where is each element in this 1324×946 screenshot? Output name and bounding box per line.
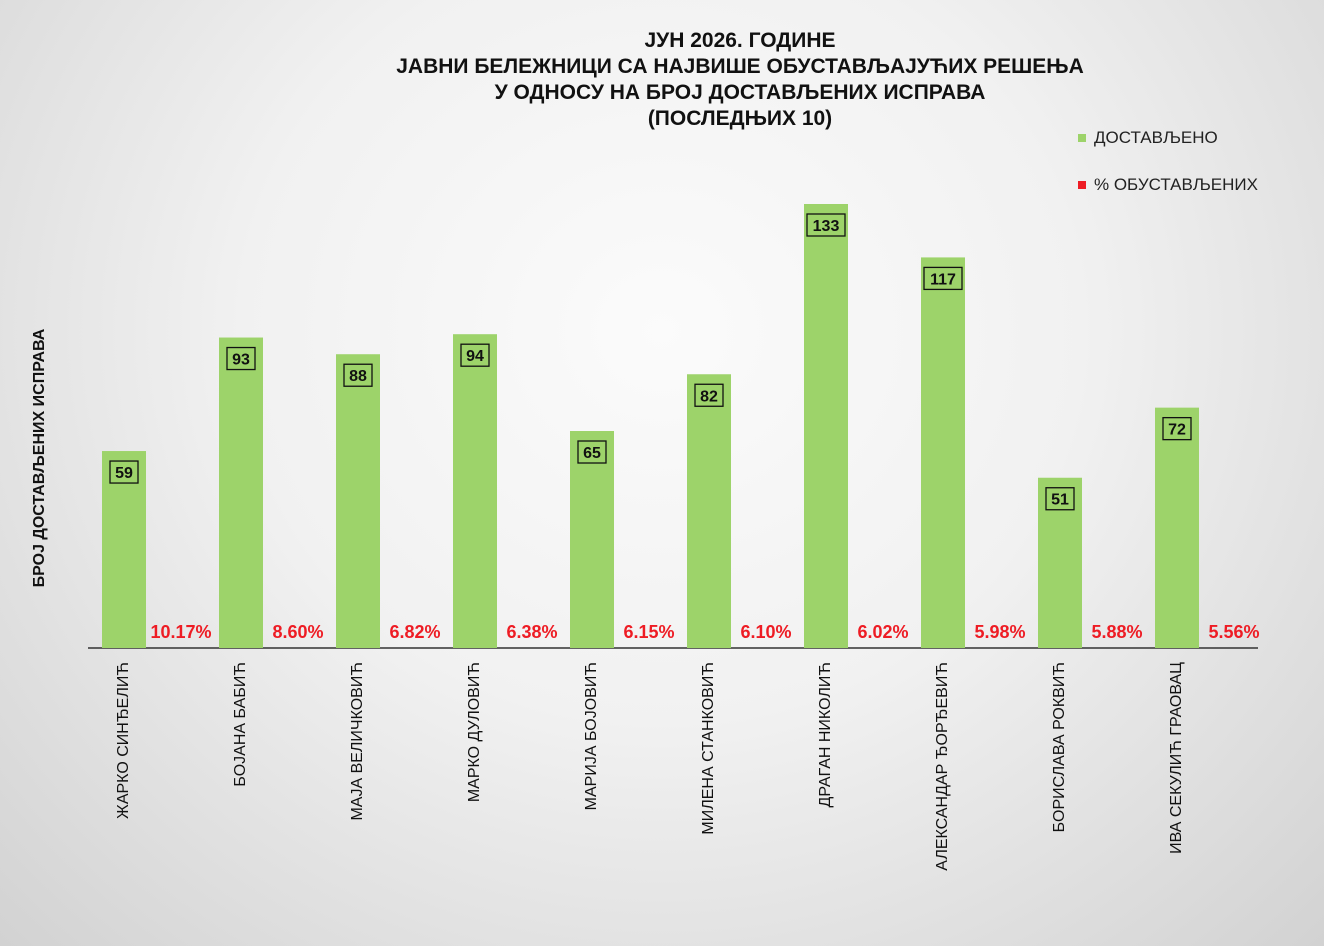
bar-data-label-box: [109, 460, 139, 484]
chart-title: ЈУН 2026. ГОДИНЕ ЈАВНИ БЕЛЕЖНИЦИ СА НАЈВ…: [280, 28, 1200, 132]
category-tick-label: ИВА СЕКУЛИЋ ГРАОВАЦ: [1168, 662, 1185, 854]
category-tick-label: БОЈАНА БАБИЋ: [232, 662, 249, 787]
percent-data-label: 5.98%: [974, 622, 1025, 642]
percent-data-label: 10.17%: [150, 622, 211, 642]
category-tick-label: МАЈА ВЕЛИЧКОВИЋ: [349, 662, 366, 821]
bar-data-label-box: [1045, 487, 1075, 511]
percent-data-label: 5.88%: [1091, 622, 1142, 642]
bar-data-label: 59: [115, 465, 133, 482]
legend-swatch-suspended: [1078, 181, 1086, 189]
bar-data-label-box: [343, 363, 373, 387]
bar-data-label-box: [460, 343, 490, 367]
bar-data-label: 72: [1168, 422, 1186, 439]
bar-data-label: 117: [930, 271, 956, 288]
bar-data-label: 65: [583, 445, 601, 462]
bar-data-label: 88: [349, 368, 367, 385]
chart-title-line-4: (ПОСЛЕДЊИХ 10): [647, 107, 833, 130]
legend-swatch-delivered: [1078, 134, 1086, 142]
category-tick-label: МАРИЈА БОЈОВИЋ: [583, 662, 600, 810]
bar-delivered: [219, 337, 263, 648]
category-tick-label: МАРКО ДУЛОВИЋ: [466, 662, 483, 802]
percent-data-label: 6.82%: [389, 622, 440, 642]
category-tick-label: БОРИСЛАВА РОКВИЋ: [1051, 662, 1068, 832]
bar-data-label-box: [577, 440, 607, 464]
legend-item-suspended: % ОБУСТАВЉЕНИХ: [1078, 173, 1258, 197]
bar-delivered: [687, 374, 731, 648]
bar-data-label-box: [226, 346, 256, 371]
percent-data-label: 6.38%: [506, 622, 557, 642]
legend-item-delivered: ДОСТАВЉЕНО: [1078, 126, 1258, 150]
legend-label-suspended: % ОБУСТАВЉЕНИХ: [1094, 175, 1258, 194]
bar-data-label-box: [806, 213, 846, 237]
bar-delivered: [336, 354, 380, 648]
bar-delivered: [921, 257, 965, 648]
chart-title-line-1: ЈУН 2026. ГОДИНЕ: [644, 29, 836, 52]
bar-data-label-box: [1162, 416, 1192, 441]
bar-data-label: 82: [700, 388, 718, 405]
percent-data-label: 6.15%: [623, 622, 674, 642]
bar-delivered: [804, 204, 848, 648]
bar-delivered: [102, 451, 146, 648]
percent-data-label: 6.02%: [857, 622, 908, 642]
percent-data-label: 5.56%: [1208, 622, 1259, 642]
legend-label-delivered: ДОСТАВЉЕНО: [1094, 128, 1218, 147]
category-tick-label: МИЛЕНА СТАНКОВИЋ: [700, 662, 717, 835]
category-tick-label: АЛЕКСАНДАР ЂОРЂЕВИЋ: [934, 662, 951, 871]
bar-delivered: [570, 431, 614, 648]
bar-data-label: 94: [466, 348, 484, 365]
bar-data-label-box: [923, 266, 963, 291]
category-tick-label: ДРАГАН НИКОЛИЋ: [817, 662, 834, 808]
percent-data-label: 8.60%: [272, 622, 323, 642]
bar-data-label: 133: [813, 218, 840, 235]
percent-data-label: 6.10%: [740, 622, 791, 642]
bar-data-label: 51: [1051, 492, 1069, 509]
bar-delivered: [453, 334, 497, 648]
chart-title-line-2: ЈАВНИ БЕЛЕЖНИЦИ СА НАЈВИШЕ ОБУСТАВЉАЈУЋИ…: [396, 55, 1084, 78]
bar-delivered: [1155, 407, 1199, 648]
bar-data-label-box: [694, 383, 724, 407]
bar-data-label: 93: [232, 352, 250, 369]
chart-title-line-3: У ОДНОСУ НА БРОЈ ДОСТАВЉЕНИХ ИСПРАВА: [494, 81, 986, 104]
category-tick-label: ЖАРКО СИНЂЕЛИЋ: [115, 662, 132, 819]
legend: ДОСТАВЉЕНО % ОБУСТАВЉЕНИХ: [1078, 126, 1258, 220]
